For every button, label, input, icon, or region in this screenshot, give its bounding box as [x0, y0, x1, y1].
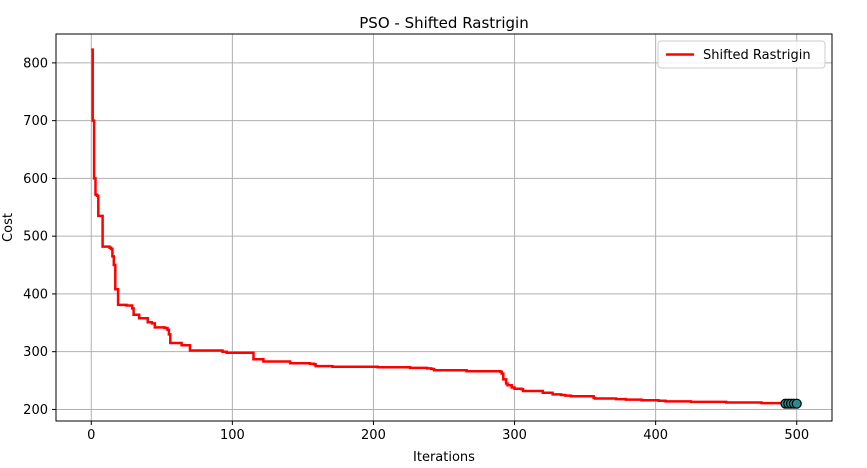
x-tick-label: 100	[220, 428, 245, 443]
y-axis-title: Cost	[1, 213, 16, 242]
x-tick-label: 0	[87, 428, 95, 443]
y-tick-label: 200	[23, 403, 48, 418]
x-tick-label: 400	[643, 428, 668, 443]
legend-box	[657, 40, 826, 69]
end-marker-point	[791, 398, 802, 409]
y-tick-label: 700	[23, 114, 48, 129]
legend-label-shifted-rastrigin: Shifted Rastrigin	[703, 48, 811, 63]
x-tick-label: 300	[502, 428, 527, 443]
y-axis-ticks: 200 300 400 500 600 700 800	[23, 56, 56, 418]
marker-layer	[780, 398, 802, 409]
series-line-shifted-rastrigin	[91, 48, 797, 405]
y-tick-label: 500	[23, 230, 48, 245]
series-layer	[91, 48, 797, 405]
chart-title: PSO - Shifted Rastrigin	[359, 14, 528, 32]
x-tick-label: 200	[361, 428, 386, 443]
y-tick-label: 800	[23, 56, 48, 71]
plot-frame	[55, 33, 833, 422]
y-tick-label: 600	[23, 172, 48, 187]
x-axis-title: Iterations	[413, 450, 475, 465]
y-tick-label: 300	[23, 345, 48, 360]
x-axis-ticks: 0 100 200 300 400 500	[87, 421, 809, 443]
legend: Shifted Rastrigin	[657, 40, 826, 69]
y-tick-label: 400	[23, 287, 48, 302]
x-tick-label: 500	[784, 428, 809, 443]
